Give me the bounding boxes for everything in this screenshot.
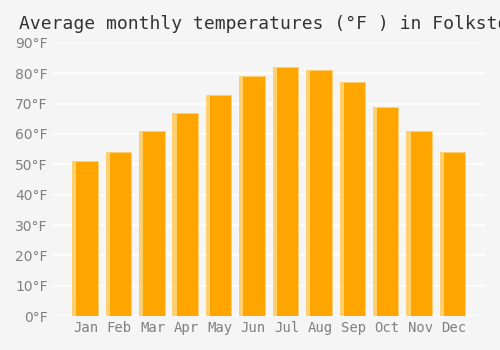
Bar — [306, 70, 310, 316]
Title: Average monthly temperatures (°F ) in Folkston: Average monthly temperatures (°F ) in Fo… — [18, 15, 500, 33]
Bar — [208, 94, 232, 316]
Bar — [141, 131, 165, 316]
Bar — [272, 67, 277, 316]
Bar — [240, 76, 244, 316]
Bar — [275, 67, 298, 316]
Bar — [340, 82, 344, 316]
Bar — [172, 113, 176, 316]
Bar — [375, 107, 398, 316]
Bar — [308, 70, 332, 316]
Bar — [242, 76, 265, 316]
Bar — [442, 152, 466, 316]
Bar — [406, 131, 410, 316]
Bar — [206, 94, 210, 316]
Bar — [108, 152, 131, 316]
Bar — [139, 131, 143, 316]
Bar — [373, 107, 377, 316]
Bar — [72, 161, 76, 316]
Bar — [74, 161, 98, 316]
Bar — [440, 152, 444, 316]
Bar — [408, 131, 432, 316]
Bar — [174, 113, 198, 316]
Bar — [342, 82, 365, 316]
Bar — [106, 152, 110, 316]
